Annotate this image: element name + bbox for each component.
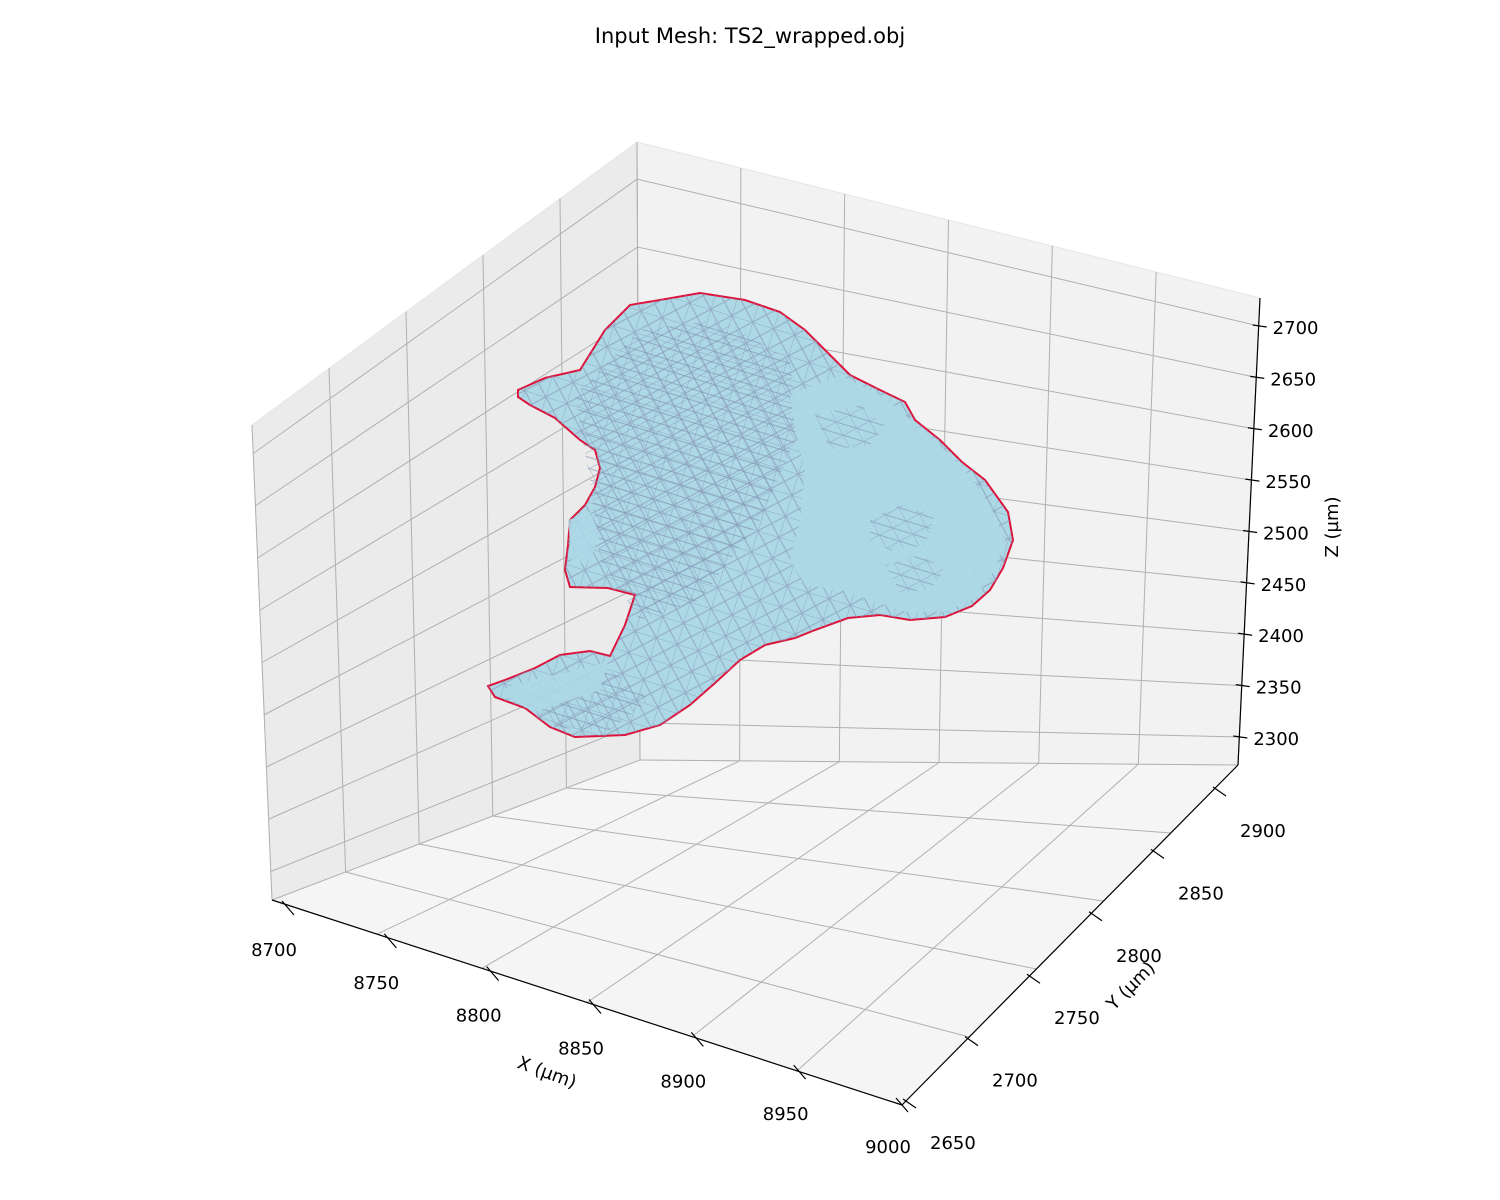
z-tick-mark [1247,427,1262,431]
x-tick-mark [588,999,602,1014]
x-tick-labels: 8700 8750 8800 8850 8900 8950 9000 [251,900,911,1158]
mesh-face-left [568,512,600,565]
x-axis-line [271,899,903,1106]
x-grid-line [481,761,840,969]
y-tick-mark [902,1098,917,1109]
z-tick-label: 2600 [1268,421,1314,442]
y-tick-label: 2650 [930,1133,976,1154]
y-grid-line [345,871,970,1038]
y-grid-line [419,843,1037,970]
x-tick-label: 8900 [660,1071,706,1092]
z-grid-line [261,450,639,663]
chart-title: Input Mesh: TS2_wrapped.obj [595,24,905,49]
mesh-hole-1 [815,405,885,450]
z-tick-mark [1238,632,1253,636]
y-tick-mark [1026,973,1041,984]
floor-pane [272,760,1238,1105]
y-tick-mark [1212,786,1227,797]
z-tick-mark [1242,529,1258,534]
x-tick-mark [895,1097,909,1113]
z-grid-line [639,722,1240,738]
y-tick-label: 2900 [1240,821,1286,842]
y-tick-label: 2750 [1054,1008,1100,1029]
y-tick-mark [1150,848,1165,859]
mesh-face-lower [505,662,608,712]
x-tick-mark [281,900,295,916]
z-axis-label: Z (µm) [1322,496,1343,557]
z-tick-mark [1245,478,1260,482]
y-tick-labels: 2650 2700 2750 2800 2850 2900 [902,786,1286,1154]
z-tick-label: 2650 [1270,369,1316,390]
y-axis-line [901,764,1239,1106]
x-grid-line [376,760,740,935]
z-grid-line [270,722,641,872]
z-tick-mark [1235,684,1250,688]
z-tick-label: 2300 [1253,729,1299,750]
z-tick-label: 2450 [1261,575,1307,596]
z-tick-label: 2500 [1263,524,1309,545]
y-tick-label: 2700 [992,1071,1038,1092]
y-grid-line [566,787,1171,834]
z-tick-mark [1252,324,1267,328]
z-tick-labels: 2300 2350 2400 2450 2500 2550 2600 2650 2700 [1233,318,1318,750]
z-grid-line [252,178,638,454]
z-grid-line [255,246,638,507]
z-tick-label: 2400 [1258,626,1304,647]
x-tick-mark [793,1064,807,1080]
x-tick-label: 8700 [251,940,297,961]
z-tick-mark [1233,735,1248,739]
y-tick-mark [964,1036,979,1047]
mesh-hole-2 [870,505,935,550]
z-grid-line [266,586,640,768]
x-tick-mark [486,966,500,982]
y-tick-label: 2800 [1116,946,1162,967]
x-grid-line [691,762,1039,1038]
x-grid-line [271,759,641,901]
z-tick-mark [1240,581,1255,585]
z-grid-line [637,246,1257,378]
z-grid-line [257,314,639,559]
pane-edge [251,141,638,426]
x-tick-label: 9000 [865,1137,911,1158]
x-grid-line [586,762,940,1003]
x-tick-mark [690,1031,704,1047]
y-tick-mark [1088,911,1103,922]
x-tick-label: 8850 [558,1039,604,1060]
z-grid-line [637,178,1259,327]
mesh-wireframe-dense [520,320,800,730]
mesh-hole-3 [885,555,945,592]
y-grid-line [492,815,1104,902]
x-tick-label: 8950 [763,1104,809,1125]
y-tick-label: 2850 [1178,883,1224,904]
x-tick-label: 8800 [456,1006,502,1027]
z-tick-mark [1250,375,1265,379]
z-tick-label: 2350 [1256,678,1302,699]
mesh-surface [486,291,1015,739]
z-tick-label: 2550 [1265,472,1311,493]
z-tick-label: 2700 [1273,318,1319,339]
x-tick-mark [383,933,397,949]
x-grid-line [796,763,1139,1072]
x-tick-label: 8750 [353,973,399,994]
y-grid-line [639,759,1239,766]
